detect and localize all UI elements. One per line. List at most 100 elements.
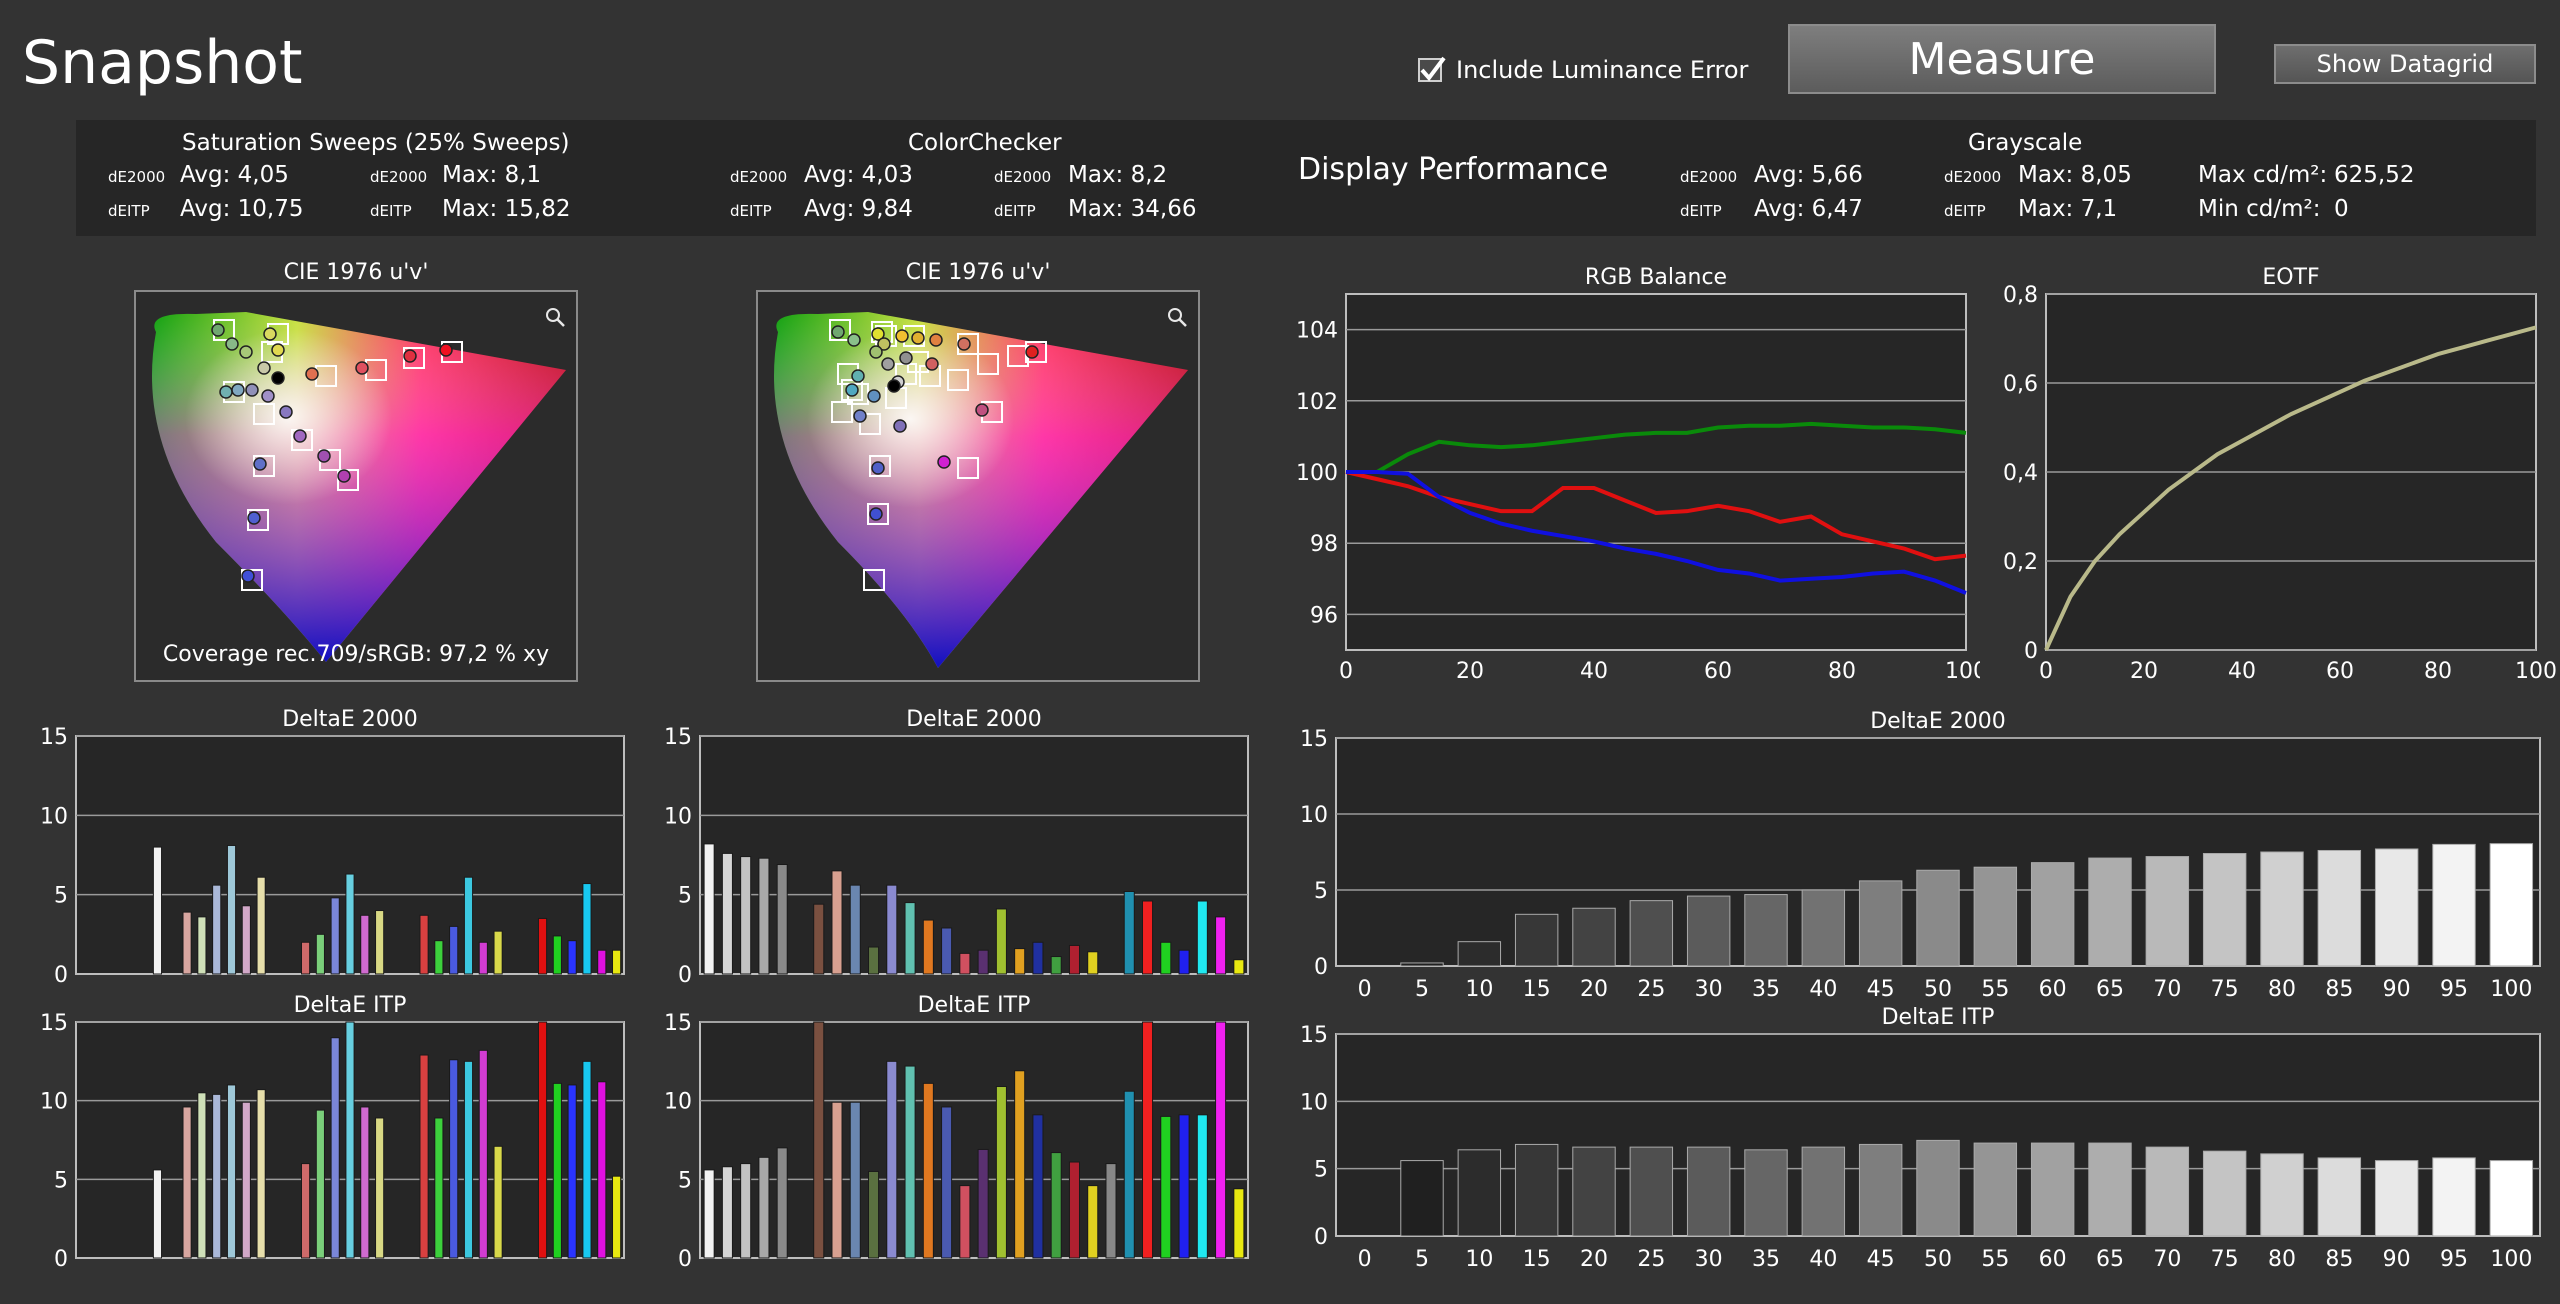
bar <box>2030 1142 2075 1237</box>
bar <box>2489 1160 2534 1237</box>
x-tick-label: 80 <box>1828 659 1856 684</box>
x-tick-label: 70 <box>2153 1247 2181 1272</box>
x-tick-label: 35 <box>1752 1247 1780 1272</box>
bar <box>315 933 325 975</box>
x-tick-label: 10 <box>1465 977 1493 1002</box>
bar <box>1142 1021 1154 1259</box>
bar <box>1160 1115 1172 1259</box>
y-tick-label: 5 <box>678 1168 692 1193</box>
bar <box>1686 895 1731 967</box>
x-tick-label: 20 <box>1580 977 1608 1002</box>
max-cd-value: 625,52 <box>2334 162 2415 188</box>
de2000-label: dE2000 <box>1944 168 2002 186</box>
cie-diagram-saturation[interactable]: Coverage rec.709/sRGB: 97,2 % xy <box>134 290 578 682</box>
colorchecker-de2000-avg: Avg: 4,03 <box>804 162 913 188</box>
chart-title: DeltaE 2000 <box>282 707 418 732</box>
y-tick-label: 0 <box>54 963 68 984</box>
bar <box>1801 889 1846 967</box>
bar <box>849 1101 861 1259</box>
bar <box>256 1089 266 1259</box>
measure-button[interactable]: Measure <box>1788 24 2216 94</box>
y-tick-label: 0 <box>54 1247 68 1272</box>
x-tick-label: 90 <box>2383 977 2411 1002</box>
bar <box>1973 1142 2018 1237</box>
bar <box>1123 1090 1135 1259</box>
y-tick-label: 15 <box>40 725 68 750</box>
bar <box>2260 1153 2304 1237</box>
bar <box>1514 1143 1559 1237</box>
y-tick-label: 10 <box>1300 803 1328 828</box>
bar <box>831 1101 843 1259</box>
x-tick-label: 40 <box>1809 1247 1837 1272</box>
bar <box>182 1106 192 1259</box>
checkbox-box[interactable] <box>1418 56 1446 82</box>
cie-diagram-colorchecker[interactable] <box>756 290 1200 682</box>
show-datagrid-button[interactable]: Show Datagrid <box>2274 44 2536 84</box>
y-tick-label: 0 <box>1314 1225 1328 1250</box>
y-tick-label: 15 <box>1300 727 1328 752</box>
colorchecker-deitp-chart: DeltaE ITP 0 5 10 15 <box>664 993 1249 1272</box>
x-tick-label: 80 <box>2268 977 2296 1002</box>
x-tick-label: 85 <box>2325 1247 2353 1272</box>
magnifier-icon[interactable] <box>544 306 566 328</box>
y-tick-label: 10 <box>40 804 68 829</box>
x-tick-label: 55 <box>1981 1247 2009 1272</box>
include-luminance-checkbox[interactable]: Include Luminance Error <box>1418 56 1748 84</box>
bar <box>1032 1114 1044 1259</box>
grayscale-de2000-avg: Avg: 5,66 <box>1754 162 1863 188</box>
bar <box>1686 1146 1731 1237</box>
min-cd-label: Min cd/m²: <box>2198 196 2321 222</box>
bar <box>300 1163 311 1259</box>
bar <box>226 844 237 975</box>
y-tick-label: 100 <box>1296 461 1338 486</box>
y-tick-label: 102 <box>1296 390 1338 415</box>
bar <box>612 1175 622 1259</box>
x-tick-label: 40 <box>1809 977 1837 1002</box>
bar <box>904 902 916 975</box>
bar <box>1858 1143 1903 1237</box>
bar <box>1744 1149 1788 1237</box>
grayscale-deitp-max: Max: 7,1 <box>2018 196 2118 222</box>
bar <box>2374 848 2419 967</box>
x-tick-label: 95 <box>2440 1247 2468 1272</box>
magnifier-icon[interactable] <box>1166 306 1188 328</box>
x-tick-label: 30 <box>1695 977 1723 1002</box>
bar <box>1087 951 1099 975</box>
bar <box>2260 851 2304 967</box>
chart-title: DeltaE ITP <box>918 993 1031 1018</box>
grayscale-de2000-max: Max: 8,05 <box>2018 162 2132 188</box>
checkmark-icon <box>1420 56 1446 82</box>
x-tick-label: 100 <box>2515 659 2556 684</box>
bar <box>1629 900 1674 967</box>
series-line-0 <box>2044 325 2537 651</box>
de2000-label: dE2000 <box>994 168 1052 186</box>
bar <box>776 1147 788 1259</box>
bar <box>241 1101 251 1259</box>
de2000-label: dE2000 <box>730 168 788 186</box>
bar <box>552 935 562 975</box>
bar <box>537 917 548 975</box>
bar <box>1087 1185 1099 1259</box>
bar <box>886 1060 898 1259</box>
bar <box>300 941 311 975</box>
bar <box>2432 843 2476 967</box>
display-performance-label: Display Performance <box>1298 152 1609 187</box>
saturation-deitp-chart: DeltaE ITP 0 5 10 15 <box>40 993 625 1272</box>
x-tick-label: 60 <box>1704 659 1732 684</box>
bar <box>315 1109 325 1259</box>
y-tick-label: 15 <box>664 1011 692 1036</box>
x-tick-label: 15 <box>1523 977 1551 1002</box>
bar <box>959 1185 971 1259</box>
colorchecker-de2000-max: Max: 8,2 <box>1068 162 1168 188</box>
x-tick-label: 50 <box>1924 977 1952 1002</box>
x-tick-label: 60 <box>2039 977 2067 1002</box>
bar <box>537 1021 548 1259</box>
x-tick-label: 100 <box>2490 977 2532 1002</box>
colorchecker-title: ColorChecker <box>908 130 1062 156</box>
x-tick-label: 50 <box>1924 1247 1952 1272</box>
deitp-label: dEITP <box>994 202 1036 220</box>
y-tick-label: 5 <box>1314 1158 1328 1183</box>
bar <box>1142 900 1154 975</box>
bar <box>1233 959 1245 975</box>
deitp-label: dEITP <box>1680 202 1722 220</box>
